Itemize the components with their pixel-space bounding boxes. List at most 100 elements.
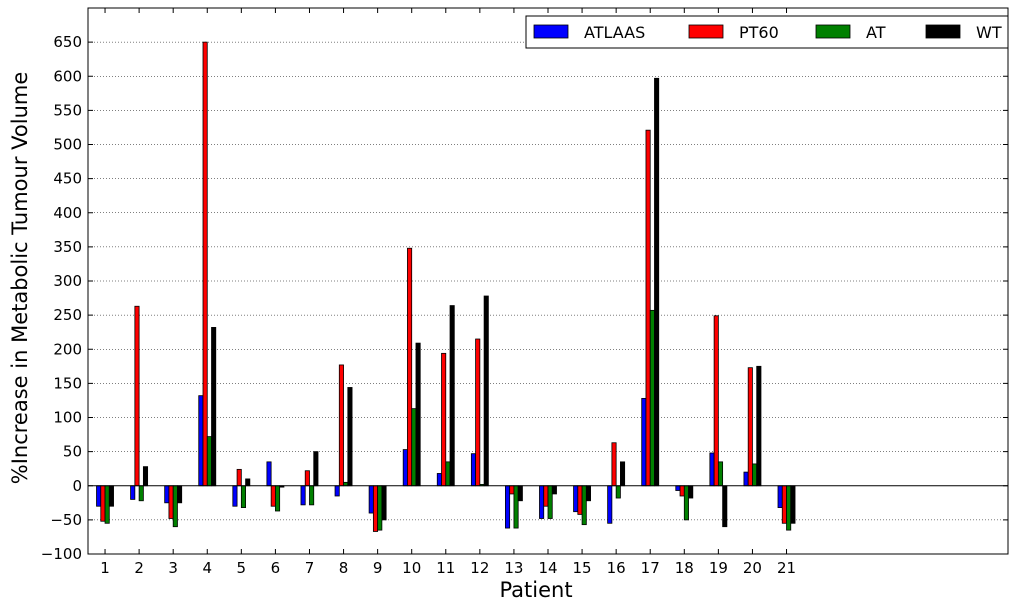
bar-pt60-patient-3 [168, 485, 174, 519]
bar-at-patient-9 [377, 485, 383, 531]
bar-wt-patient-4 [211, 327, 217, 487]
y-tick-label: 500 [53, 136, 82, 154]
x-tick-label: 9 [373, 559, 383, 577]
bar-pt60-patient-12 [475, 338, 481, 487]
bar-pt60-patient-8 [338, 364, 344, 487]
x-tick-label: 10 [402, 559, 421, 577]
bar-atlaas-patient-14 [539, 485, 545, 519]
y-tick-label: 650 [53, 33, 82, 51]
x-tick-label: 2 [134, 559, 144, 577]
bar-wt-patient-9 [381, 485, 387, 521]
bar-pt60-patient-18 [679, 485, 685, 497]
x-tick-label: 14 [538, 559, 557, 577]
bar-atlaas-patient-20 [743, 471, 749, 487]
bar-at-patient-16 [615, 485, 621, 499]
bar-atlaas-patient-16 [607, 485, 613, 524]
x-tick-label: 3 [168, 559, 178, 577]
bar-at-patient-3 [172, 485, 178, 528]
legend-swatch-wt [925, 24, 961, 39]
legend-swatch-pt60 [688, 24, 724, 39]
y-tick-label: 600 [53, 67, 82, 85]
legend-swatch-at [815, 24, 851, 39]
bar-at-patient-19 [717, 461, 724, 487]
y-tick-label: −100 [41, 545, 82, 563]
bar-atlaas-patient-6 [266, 461, 272, 487]
bar-pt60-patient-7 [304, 470, 310, 487]
bar-wt-patient-14 [551, 485, 557, 495]
bar-atlaas-patient-7 [300, 485, 306, 506]
bar-wt-patient-8 [347, 387, 353, 487]
bar-wt-patient-2 [142, 466, 149, 487]
y-tick-label: −50 [50, 511, 82, 529]
bar-atlaas-patient-19 [709, 452, 715, 487]
legend-label-pt60: PT60 [739, 23, 779, 42]
bar-wt-patient-19 [722, 485, 728, 528]
bar-at-patient-15 [581, 485, 587, 526]
bar-wt-patient-20 [756, 365, 762, 487]
y-tick-label: 250 [53, 306, 82, 324]
bar-pt60-patient-5 [236, 468, 242, 487]
bar-atlaas-patient-9 [368, 485, 374, 514]
bar-wt-patient-13 [517, 485, 523, 502]
x-tick-label: 8 [339, 559, 349, 577]
x-tick-label: 7 [305, 559, 315, 577]
bar-atlaas-patient-4 [198, 395, 204, 487]
bar-atlaas-patient-17 [641, 397, 647, 487]
x-tick-label: 13 [504, 559, 523, 577]
bar-at-patient-5 [240, 485, 246, 508]
ticks: −100 −50 0 50 100 150 200 250 300 350 400 450 500 550… [41, 8, 1008, 577]
y-tick-label: 50 [63, 443, 82, 461]
bar-pt60-patient-10 [407, 247, 413, 487]
bar-at-patient-18 [683, 485, 689, 521]
bar-atlaas-patient-8 [334, 485, 340, 497]
legend-swatch-atlaas [533, 24, 569, 39]
x-tick-label: 12 [470, 559, 489, 577]
bar-pt60-patient-2 [134, 305, 140, 487]
x-tick-label: 1 [100, 559, 110, 577]
bar-wt-patient-16 [620, 461, 626, 487]
bar-wt-patient-12 [483, 295, 489, 487]
bar-at-patient-2 [138, 485, 144, 502]
y-axis-title: %Increase in Metabolic Tumour Volume [8, 72, 32, 485]
y-tick-label: 0 [72, 477, 82, 495]
bar-at-patient-17 [649, 309, 655, 487]
x-axis-title: Patient [499, 578, 572, 602]
bar-wt-patient-5 [245, 478, 251, 487]
bar-wt-patient-18 [688, 485, 694, 499]
bar-at-patient-20 [752, 463, 758, 487]
bar-pt60-patient-9 [372, 485, 379, 532]
bar-atlaas-patient-5 [232, 485, 238, 507]
bar-wt-patient-3 [177, 485, 183, 504]
x-tick-label: 17 [641, 559, 660, 577]
x-tick-label: 11 [436, 559, 455, 577]
bar-at-patient-4 [206, 436, 212, 487]
y-tick-label: 100 [53, 409, 82, 427]
bar-at-patient-13 [513, 485, 519, 529]
x-tick-label: 5 [237, 559, 247, 577]
bar-at-patient-11 [445, 461, 451, 487]
bar-pt60-patient-21 [781, 485, 787, 524]
x-tick-label: 6 [271, 559, 281, 577]
bars [96, 41, 796, 532]
bar-pt60-patient-6 [270, 485, 276, 507]
y-tick-label: 200 [53, 340, 82, 358]
legend: ATLAAS PT60 AT WT [525, 15, 1009, 49]
bar-pt60-patient-15 [577, 485, 583, 515]
x-tick-label: 16 [607, 559, 626, 577]
bar-wt-patient-15 [585, 485, 591, 502]
bar-wt-patient-11 [449, 305, 455, 487]
x-tick-label: 20 [743, 559, 762, 577]
legend-label-atlaas: ATLAAS [584, 23, 645, 42]
bar-pt60-patient-1 [100, 485, 106, 522]
bar-pt60-patient-14 [543, 485, 549, 507]
bar-wt-patient-17 [654, 77, 660, 487]
bar-atlaas-patient-1 [96, 485, 102, 507]
legend-label-at: AT [866, 23, 886, 42]
bar-pt60-patient-16 [611, 442, 617, 487]
bar-pt60-patient-20 [747, 367, 753, 487]
bar-atlaas-patient-18 [675, 485, 681, 491]
bar-wt-patient-10 [415, 342, 421, 487]
bar-at-patient-8 [343, 481, 349, 487]
x-tick-label: 15 [573, 559, 592, 577]
